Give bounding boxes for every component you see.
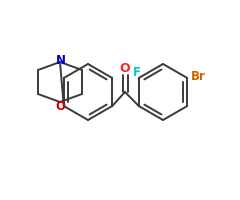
Text: N: N [56, 54, 66, 68]
Text: O: O [120, 62, 130, 75]
Text: O: O [55, 100, 65, 114]
Text: F: F [133, 66, 141, 78]
Text: Br: Br [191, 71, 206, 84]
